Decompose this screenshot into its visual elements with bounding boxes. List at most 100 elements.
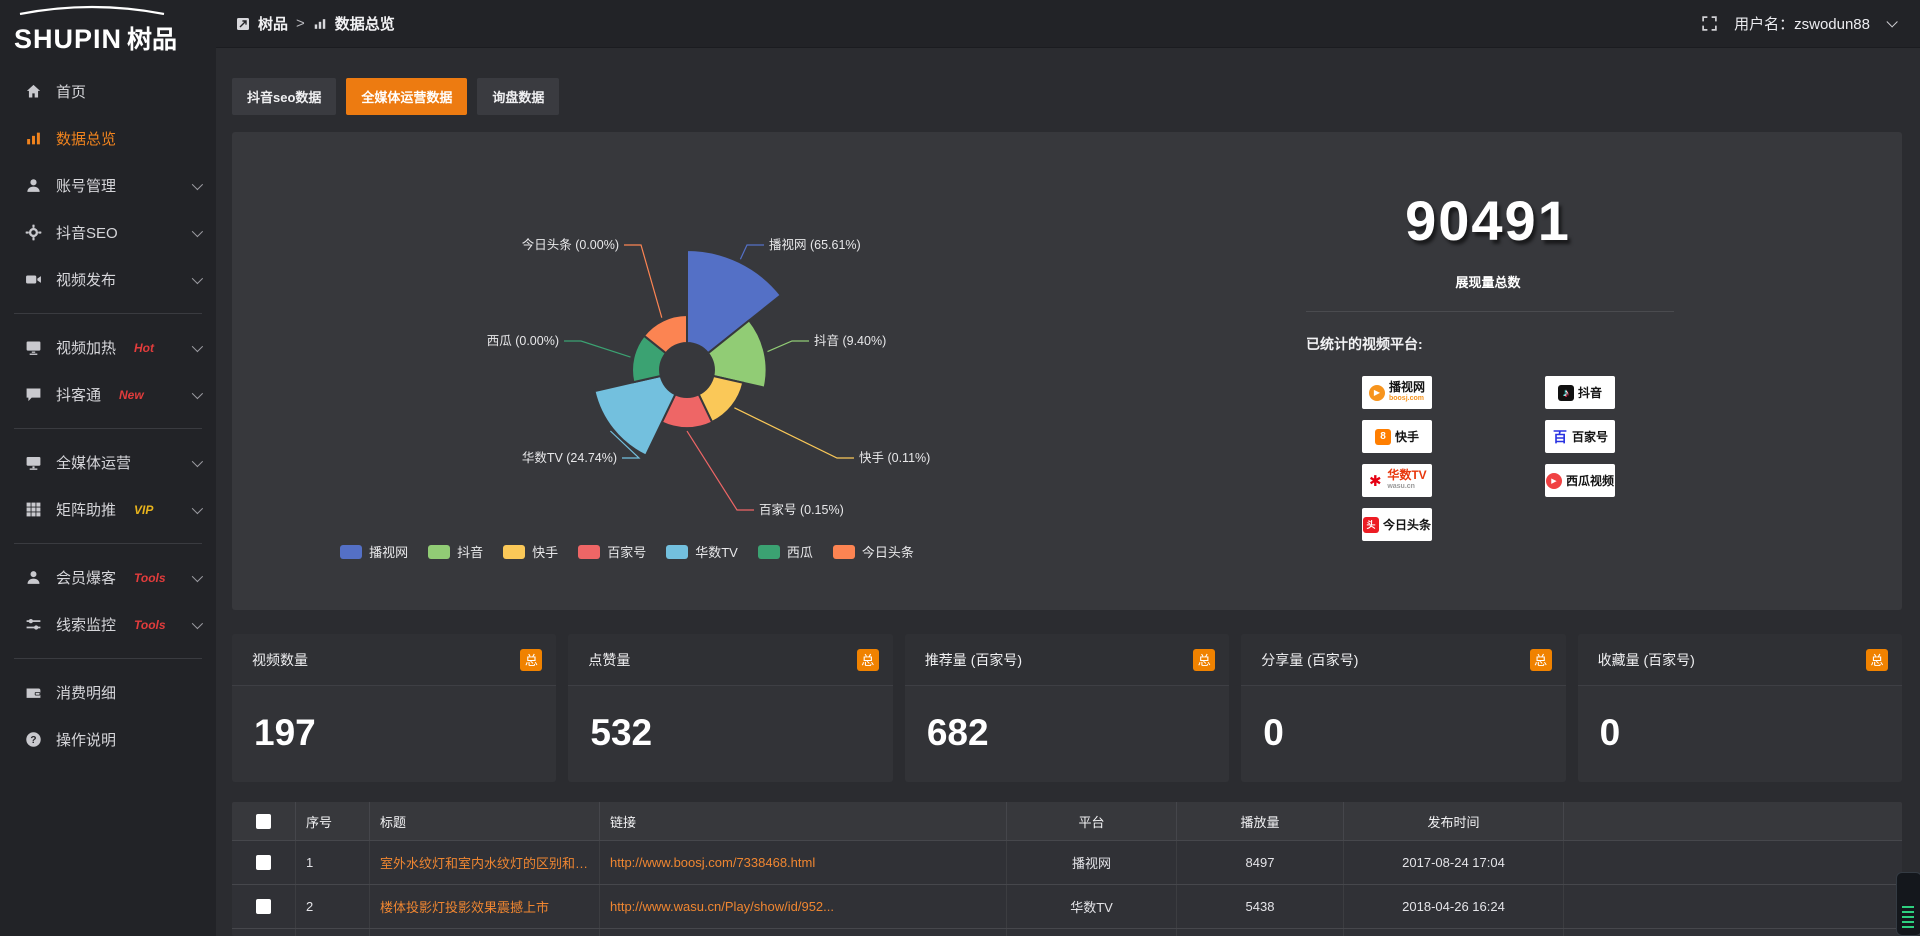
legend-label: 今日头条	[861, 545, 914, 560]
platform-badge-douyin: ♪ 抖音	[1545, 376, 1615, 409]
monitor-icon	[24, 454, 42, 472]
sidebar-item-sliders[interactable]: 线索监控 Tools	[0, 601, 216, 648]
stat-card-header: 收藏量 (百家号) 总	[1577, 634, 1903, 686]
cell-platform: 播视网	[1007, 841, 1177, 884]
row-checkbox[interactable]	[256, 899, 271, 914]
stat-card-label: 分享量 (百家号)	[1261, 651, 1359, 668]
select-all-checkbox[interactable]	[256, 813, 271, 829]
sidebar-item-label: 抖音SEO	[56, 225, 118, 242]
svg-text:?: ?	[30, 735, 36, 746]
platform-name: 播视网 boosj.com	[1389, 381, 1425, 405]
douyin-icon: ♪	[1557, 384, 1574, 401]
legend-item-百家号[interactable]: 百家号	[578, 542, 646, 561]
sidebar-item-person[interactable]: 会员爆客 Tools	[0, 554, 216, 601]
pie-slice-播视网[interactable]	[686, 248, 783, 355]
chevron-down-icon[interactable]	[1886, 15, 1898, 28]
pie-label: 华数TV (24.74%)	[522, 450, 617, 465]
pie-slice-抖音[interactable]	[706, 318, 768, 389]
pie-slice-今日头条[interactable]	[642, 313, 688, 355]
person-icon	[24, 569, 42, 587]
sidebar-menu: 首页数据总览账号管理抖音SEO 视频发布视频加热 Hot 抖客通 New 全媒体运营 矩阵助…	[0, 58, 216, 763]
sidebar-item-gear[interactable]: 抖音SEO	[0, 209, 216, 256]
title-link[interactable]: 室外水纹灯和室内水纹灯的区别和简介	[380, 856, 589, 871]
data-table: 序号 标题 链接 平台 播放量 发布时间 1 室外水纹灯和室内水纹灯的区别和简介 http://…	[232, 802, 1902, 936]
fullscreen-icon[interactable]	[1701, 15, 1718, 32]
logo-text-en: SHUPIN	[14, 24, 123, 54]
legend-item-西瓜[interactable]: 西瓜	[757, 542, 813, 561]
gear-icon	[24, 224, 42, 242]
cell-plays: 5438	[1177, 885, 1344, 928]
cell-empty	[600, 929, 1007, 936]
url-link[interactable]: http://www.boosj.com/7338468.html	[610, 855, 816, 870]
platform-name: 华数TV wasu.cn	[1387, 469, 1426, 493]
pie-label: 抖音 (9.40%)	[814, 333, 886, 348]
legend-chip	[578, 544, 601, 559]
summary-divider	[1306, 311, 1674, 312]
column-header-5: 播放量	[1177, 802, 1344, 840]
platforms-heading: 已统计的视频平台:	[1306, 336, 1423, 352]
title-link[interactable]: 楼体投影灯投影效果震撼上市	[380, 900, 550, 915]
xigua-icon: ▶	[1545, 472, 1562, 489]
dashboard-icon	[236, 17, 250, 31]
sidebar-item-question[interactable]: ? 操作说明	[0, 716, 216, 763]
tab-1[interactable]: 抖音seo数据	[232, 78, 337, 115]
pie-label-line	[624, 244, 663, 318]
stat-card-body: 0	[1241, 686, 1565, 754]
widget-stripes-icon	[1902, 906, 1914, 928]
cell-empty	[1564, 885, 1902, 928]
pie-label-line	[739, 244, 764, 260]
cell-link: http://www.boosj.com/7338468.html	[600, 841, 1007, 884]
pie-label-line	[686, 430, 754, 511]
sidebar-item-label: 首页	[56, 84, 87, 101]
row-checkbox-cell	[232, 885, 296, 928]
chevron-down-icon	[191, 617, 204, 629]
sidebar-item-user[interactable]: 账号管理	[0, 162, 216, 209]
sidebar-item-screen[interactable]: 视频加热 Hot	[0, 324, 216, 371]
toutiao-icon: 头	[1362, 516, 1379, 533]
column-header-2: 标题	[370, 802, 600, 840]
legend-item-快手[interactable]: 快手	[503, 542, 558, 561]
stat-card-label: 推荐量 (百家号)	[924, 651, 1023, 668]
username-label[interactable]: 用户名：zswodun88	[1734, 16, 1870, 33]
sidebar-item-label: 账号管理	[56, 178, 117, 195]
sidebar-item-chat[interactable]: 抖客通 New	[0, 371, 216, 418]
sidebar-item-home[interactable]: 首页	[0, 68, 216, 115]
row-checkbox[interactable]	[256, 855, 271, 870]
sidebar-item-grid[interactable]: 矩阵助推 VIP	[0, 486, 216, 533]
floating-widget[interactable]	[1896, 872, 1920, 936]
legend-label: 百家号	[607, 545, 647, 560]
platform-badge-toutiao: 头今日头条	[1362, 508, 1432, 541]
chart-legend: 播视网 抖音 快手 百家号 华数TV 西瓜 今日头条	[232, 542, 1022, 561]
legend-item-华数TV[interactable]: 华数TV	[666, 542, 738, 561]
sidebar-item-video[interactable]: 视频发布	[0, 256, 216, 303]
tab-3[interactable]: 询盘数据	[477, 78, 560, 115]
legend-item-抖音[interactable]: 抖音	[428, 542, 483, 561]
sidebar-item-label: 消费明细	[56, 685, 117, 702]
stat-card-3: 推荐量 (百家号) 总 682	[904, 634, 1230, 782]
pie-label: 百家号 (0.15%)	[759, 502, 844, 517]
legend-chip	[503, 544, 526, 559]
user-icon	[24, 177, 42, 195]
cell-plays: 8497	[1177, 841, 1344, 884]
cell-empty	[1564, 929, 1902, 936]
platform-badge-boosj: ▶ 播视网 boosj.com	[1362, 376, 1432, 409]
sidebar-item-monitor[interactable]: 全媒体运营	[0, 439, 216, 486]
stat-card-4: 分享量 (百家号) 总 0	[1241, 634, 1566, 782]
sidebar-item-chart[interactable]: 数据总览	[0, 115, 216, 162]
logo-arc	[19, 5, 165, 15]
video-icon	[24, 271, 42, 289]
pie-slice-华数TV[interactable]	[593, 374, 677, 457]
legend-item-播视网[interactable]: 播视网	[340, 542, 408, 561]
sidebar-item-wallet[interactable]: 消费明细	[0, 669, 216, 716]
stat-card-body: 0	[1578, 686, 1902, 754]
wasu-icon: ✱	[1369, 472, 1382, 490]
tab-2[interactable]: 全媒体运营数据	[346, 78, 468, 115]
stat-card-header: 点赞量 总	[568, 634, 893, 686]
breadcrumb-root[interactable]: 树品	[258, 16, 289, 33]
chevron-down-icon	[191, 455, 204, 467]
legend-item-今日头条[interactable]: 今日头条	[832, 542, 914, 561]
stat-card-label: 点赞量	[588, 651, 631, 668]
url-link[interactable]: http://www.wasu.cn/Play/show/id/952...	[610, 899, 834, 914]
cell-no: 2	[296, 885, 370, 928]
